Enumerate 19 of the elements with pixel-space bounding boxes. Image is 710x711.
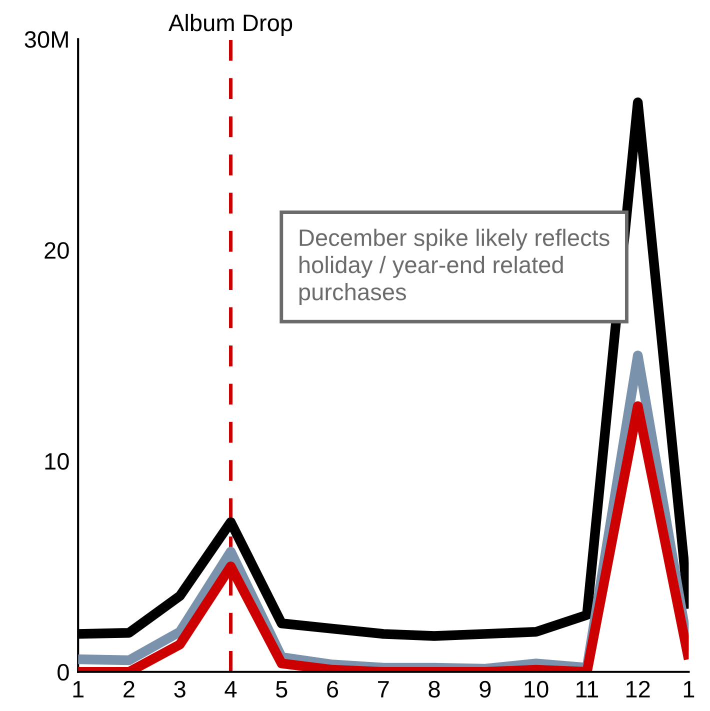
y-tick-label: 0 [58,664,69,681]
y-tick-label: 20 [44,242,69,259]
x-tick-label: 9 [480,680,491,698]
x-tick-label: 1 [73,681,84,698]
annotation: December spike likely reflects holiday / year-end related purchases [299,228,610,306]
x-tick-label: 4 [224,681,237,698]
x-tick-label: 5 [276,681,288,698]
x-tick-label: 6 [327,680,338,698]
x-tick-label: 2 [124,680,134,698]
y-tick-label: 10 [45,453,69,470]
x-tick-label: 8 [428,680,440,698]
ref-line-label: Album Drop [168,14,292,36]
x-tick-label: 3 [174,680,186,698]
x-tick-label: 12 [626,680,650,698]
x-tick-label: 11 [576,681,598,698]
x-tick-label: 10 [524,680,548,698]
y-tick-label: 30M [24,31,68,48]
x-tick-label: 7 [378,681,389,698]
x-tick-label: 1 [684,681,694,698]
